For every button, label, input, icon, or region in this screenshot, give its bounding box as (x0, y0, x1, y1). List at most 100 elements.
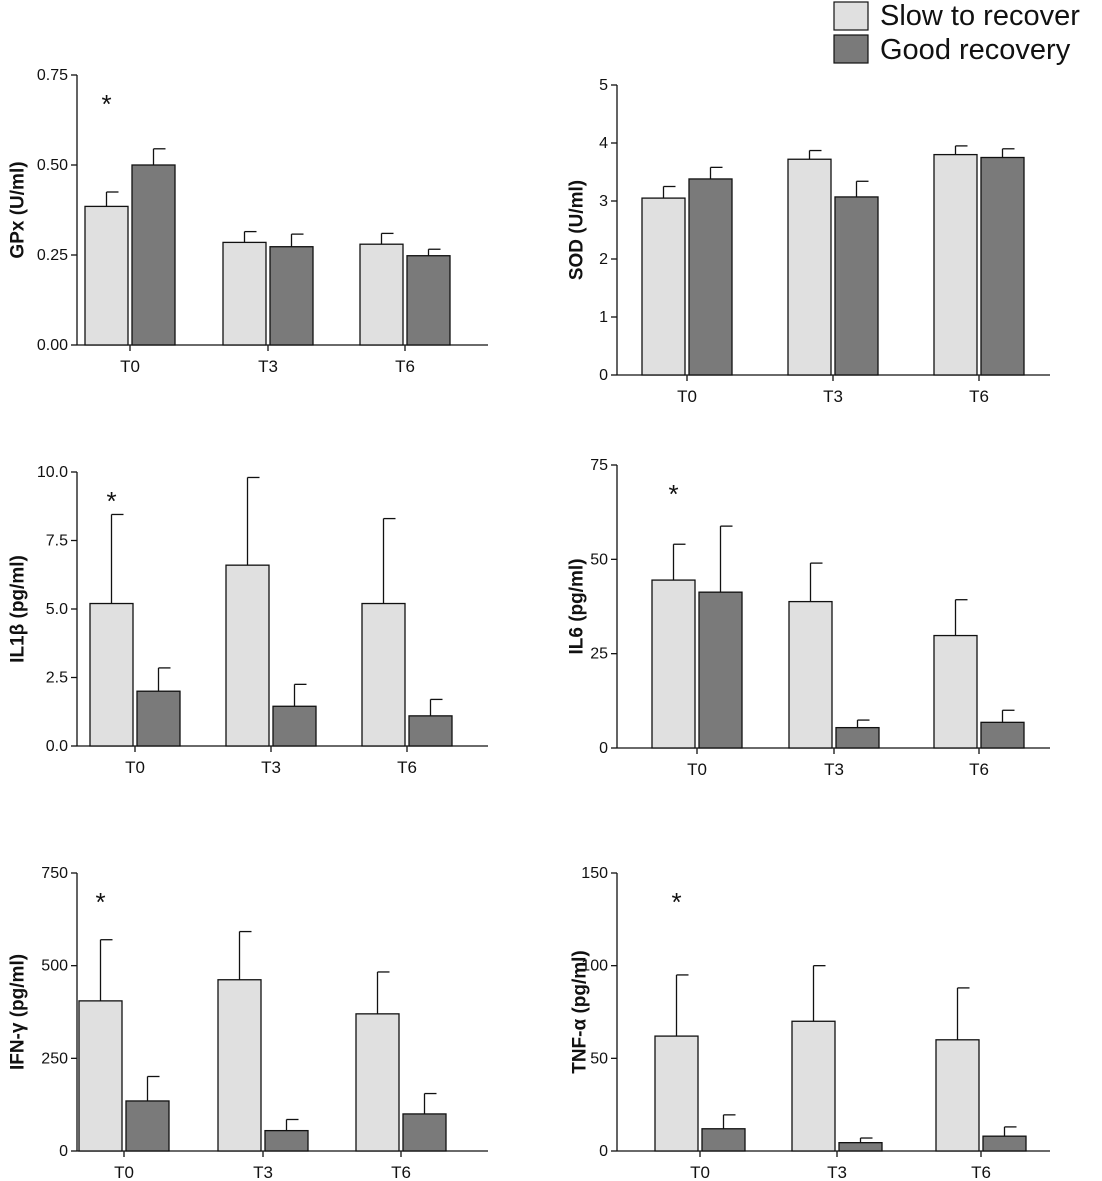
sod-y-axis-title: SOD (U/ml) (567, 180, 588, 280)
il6-good-t0-bar (698, 591, 743, 749)
sod-slow-t0-bar (641, 197, 686, 376)
il1b-good-t3-bar (272, 705, 317, 747)
gpx-significance-marker: * (101, 89, 111, 119)
il6-y-tick-label: 0 (599, 740, 608, 757)
ifn-gamma-good-t0-bar (125, 1100, 170, 1152)
il6-y-axis-title: IL6 (pg/ml) (567, 558, 588, 654)
ifn-gamma-y-axis-title: IFN-γ (pg/ml) (8, 954, 29, 1070)
il6-significance-marker: * (668, 479, 678, 509)
sod-y-tick-label: 4 (599, 135, 608, 152)
gpx-slow-t6-bar (359, 243, 404, 346)
ifn-gamma-x-tick-label: T0 (114, 1163, 134, 1181)
ifn-gamma-slow-t6-bar (355, 1013, 400, 1152)
sod-y-tick-label: 3 (599, 193, 608, 210)
gpx-y-tick-label: 0.75 (37, 67, 68, 84)
sod-y-tick-label: 1 (599, 309, 608, 326)
il6-slow-t0-bar (651, 579, 696, 749)
il1b-panel: 0.0 2.5 5.0 7.5 10.0 IL1β (pg/ml) T0 T3 T6 * (8, 464, 488, 777)
sod-y-tick-label: 0 (599, 367, 608, 384)
il1b-x-tick-label: T6 (397, 758, 417, 777)
tnf-alpha-y-tick-label: 0 (599, 1143, 608, 1160)
ifn-gamma-good-t3-bar (264, 1129, 309, 1152)
tnf-alpha-good-t0-bar (701, 1128, 746, 1152)
sod-x-tick-label: T3 (823, 387, 843, 406)
ifn-gamma-y-tick-label: 250 (41, 1050, 68, 1067)
tnf-alpha-significance-marker: * (671, 887, 681, 917)
ifn-gamma-slow-t0-bar (78, 1000, 123, 1152)
sod-x-tick-label: T0 (677, 387, 697, 406)
il6-good-t6-bar (980, 721, 1025, 749)
gpx-y-axis-title: GPx (U/ml) (8, 161, 29, 258)
il1b-good-t0-bar (136, 690, 181, 747)
gpx-slow-t3-bar (222, 241, 267, 346)
legend-swatch-slow (833, 1, 869, 31)
gpx-y-tick-label: 0.00 (37, 337, 68, 354)
ifn-gamma-slow-t3-bar (217, 979, 262, 1152)
ifn-gamma-y-tick-label: 0 (59, 1143, 68, 1160)
il6-y-tick-label: 75 (590, 457, 608, 474)
il6-slow-t6-bar (933, 634, 978, 749)
il1b-y-axis-title: IL1β (pg/ml) (8, 555, 29, 663)
il1b-slow-t6-bar (361, 602, 406, 747)
il1b-slow-t3-bar (225, 564, 270, 747)
tnf-alpha-x-tick-label: T6 (971, 1163, 991, 1181)
il1b-y-tick-label: 2.5 (46, 670, 68, 687)
il1b-y-tick-label: 10.0 (37, 464, 68, 481)
gpx-x-tick-label: T0 (120, 357, 140, 376)
il6-slow-t3-bar (788, 600, 833, 749)
gpx-good-t6-bar (406, 255, 451, 346)
il1b-slow-t0-bar (89, 602, 134, 747)
tnf-alpha-slow-t3-bar (791, 1020, 836, 1152)
gpx-y-tick-label: 0.50 (37, 157, 68, 174)
ifn-gamma-good-t6-bar (402, 1113, 447, 1152)
il1b-y-tick-label: 7.5 (46, 533, 68, 550)
sod-slow-t3-bar (787, 158, 832, 376)
il1b-y-tick-label: 5.0 (46, 601, 68, 618)
tnf-alpha-x-tick-label: T3 (827, 1163, 847, 1181)
gpx-y-tick-label: 0.25 (37, 247, 68, 264)
tnf-alpha-good-t6-bar (982, 1135, 1027, 1152)
il1b-significance-marker: * (106, 486, 116, 516)
il1b-x-tick-label: T0 (125, 758, 145, 777)
sod-slow-t6-bar (933, 153, 978, 376)
ifn-gamma-y-tick-label: 750 (41, 865, 68, 882)
gpx-slow-t0-bar (84, 205, 129, 346)
il6-panel: 0 25 50 75 IL6 (pg/ml) T0 T3 T6 * (567, 457, 1050, 779)
ifn-gamma-y-tick-label: 500 (41, 958, 68, 975)
tnf-alpha-x-tick-label: T0 (690, 1163, 710, 1181)
legend-swatch-good (833, 34, 869, 64)
tnf-alpha-good-t3-bar (838, 1142, 883, 1152)
gpx-good-t3-bar (269, 246, 314, 346)
gpx-x-tick-label: T3 (258, 357, 278, 376)
il1b-x-tick-label: T3 (261, 758, 281, 777)
il6-x-tick-label: T6 (969, 760, 989, 779)
sod-x-tick-label: T6 (969, 387, 989, 406)
legend-label-good: Good recovery (880, 34, 1071, 66)
gpx-panel: 0.00 0.25 0.50 0.75 GPx (U/ml) T0 T3 T6 * (8, 67, 488, 376)
sod-good-t3-bar (834, 196, 879, 376)
sod-panel: 0 1 2 3 4 5 SOD (U/ml) T0 T3 T6 (567, 77, 1050, 406)
ifn-gamma-x-tick-label: T6 (391, 1163, 411, 1181)
tnf-alpha-slow-t0-bar (654, 1035, 699, 1152)
ifn-gamma-panel: 0 250 500 750 IFN-γ (pg/ml) T0 T3 T6 * (8, 865, 488, 1181)
sod-y-tick-label: 5 (599, 77, 608, 94)
ifn-gamma-significance-marker: * (95, 887, 105, 917)
gpx-x-tick-label: T6 (395, 357, 415, 376)
tnf-alpha-y-axis-title: TNF-α (pg/ml) (570, 950, 591, 1074)
gpx-good-t0-bar (131, 164, 176, 346)
sod-good-t6-bar (980, 156, 1025, 376)
il6-x-tick-label: T0 (687, 760, 707, 779)
il1b-good-t6-bar (408, 715, 453, 747)
legend-label-slow: Slow to recover (880, 0, 1080, 32)
il6-x-tick-label: T3 (824, 760, 844, 779)
tnf-alpha-panel: 0 50 100 150 TNF-α (pg/ml) T0 T3 T6 * (570, 865, 1050, 1181)
il6-good-t3-bar (835, 726, 880, 749)
tnf-alpha-y-tick-label: 100 (581, 958, 608, 975)
sod-good-t0-bar (688, 178, 733, 376)
legend: Slow to recover Good recovery (833, 0, 1080, 66)
ifn-gamma-x-tick-label: T3 (253, 1163, 273, 1181)
tnf-alpha-slow-t6-bar (935, 1039, 980, 1152)
il6-y-tick-label: 50 (590, 551, 608, 568)
